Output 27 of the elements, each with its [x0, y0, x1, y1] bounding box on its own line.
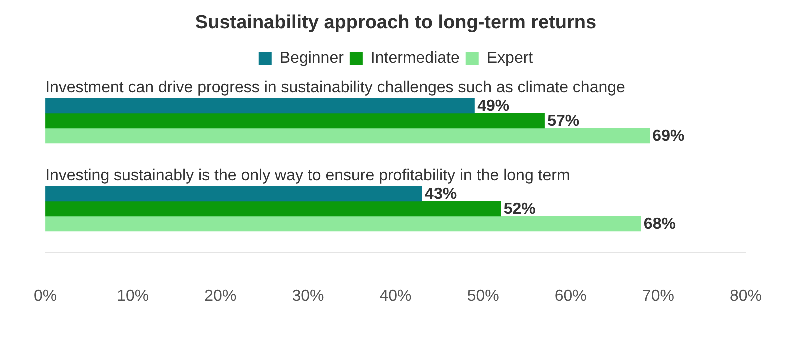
x-tick-label: 80%	[730, 288, 762, 305]
data-label: 57%	[548, 113, 580, 130]
x-tick-label: 50%	[467, 288, 500, 305]
x-tick-label: 40%	[380, 288, 412, 305]
bar	[46, 98, 475, 114]
x-tick-label: 20%	[204, 288, 237, 305]
x-tick-label: 60%	[554, 288, 587, 305]
bar	[46, 112, 545, 129]
legend-label: Expert	[486, 50, 534, 68]
x-tick-label: 10%	[117, 288, 150, 305]
bar	[46, 186, 422, 202]
chart-title: Sustainability approach to long-term returns	[195, 12, 597, 34]
data-label: 52%	[504, 201, 536, 218]
legend-label: Intermediate	[370, 50, 460, 68]
x-tick-label: 70%	[642, 288, 674, 305]
legend-label: Beginner	[280, 50, 345, 68]
x-tick-label: 0%	[34, 288, 58, 305]
y-tick-label: Investing sustainably is the only way to ensure profitability in the long term	[46, 167, 570, 184]
bar	[46, 128, 650, 144]
bar	[46, 200, 502, 217]
bar	[46, 216, 642, 232]
x-tick-label: 30%	[292, 288, 324, 305]
data-label: 43%	[425, 186, 458, 204]
data-label: 68%	[644, 216, 676, 234]
data-label: 69%	[652, 128, 685, 146]
y-tick-label: Investment can drive progress in sustainability challenges such as climate change	[46, 79, 626, 96]
data-label: 49%	[478, 98, 510, 116]
